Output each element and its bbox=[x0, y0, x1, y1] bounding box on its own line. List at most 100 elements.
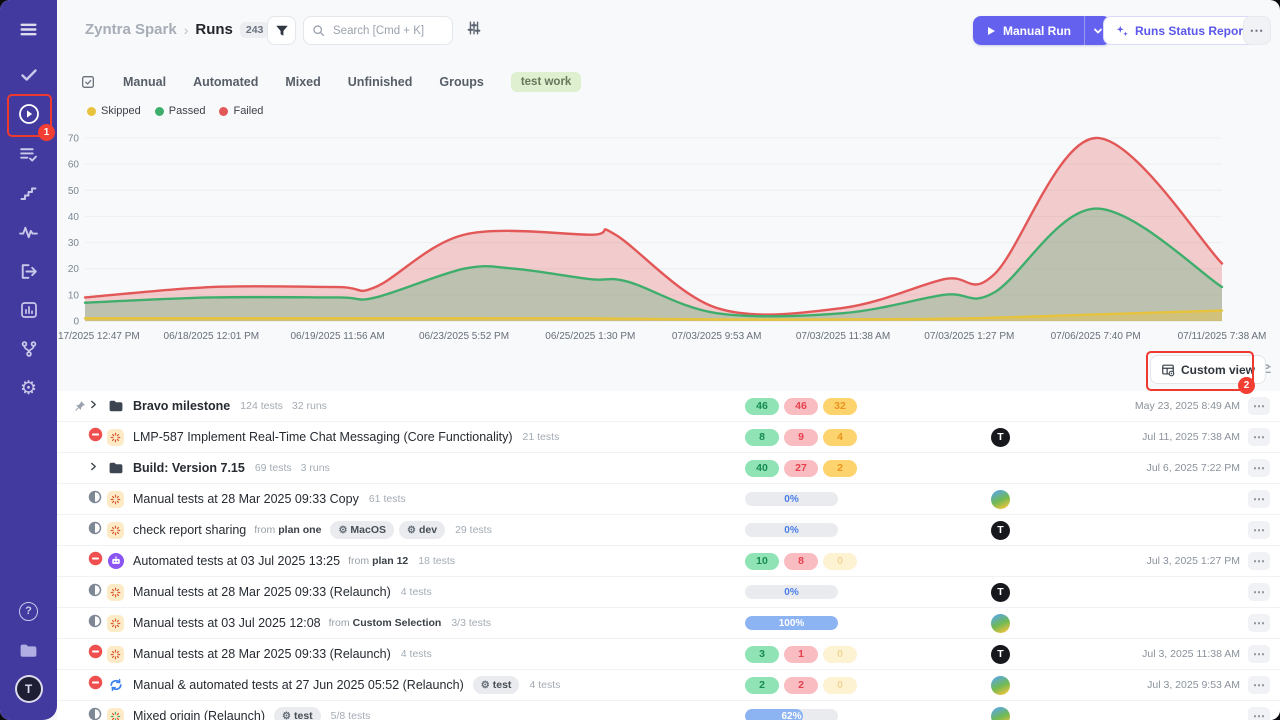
tab-manual[interactable]: Manual bbox=[123, 75, 167, 89]
row-more-button[interactable]: ⋯ bbox=[1248, 490, 1270, 508]
assignee-avatar: T bbox=[991, 582, 1010, 602]
workspace-avatar[interactable]: T bbox=[16, 676, 42, 702]
manual-run-button[interactable]: Manual Run bbox=[973, 16, 1084, 45]
sidebar-item-reports-chart-icon[interactable] bbox=[16, 297, 42, 323]
table-row[interactable]: Mixed origin (Relaunch) ⚙ test 5/8 tests … bbox=[57, 701, 1280, 720]
failed-count-badge: 9 bbox=[784, 428, 818, 446]
clipboard-check-icon[interactable] bbox=[80, 74, 96, 90]
sidebar-item-defects[interactable] bbox=[16, 219, 42, 245]
passed-count-badge: 40 bbox=[745, 459, 779, 477]
config-badge: ⚙ MacOS bbox=[330, 521, 395, 539]
run-name[interactable]: LMP-587 Implement Real-Time Chat Messagi… bbox=[133, 430, 513, 444]
run-name[interactable]: Automated tests at 03 Jul 2025 13:25 bbox=[133, 554, 341, 568]
passed-count-badge: 3 bbox=[745, 645, 779, 663]
table-row[interactable]: Manual tests at 28 Mar 2025 09:33 Copy 6… bbox=[57, 484, 1280, 515]
adjust-filters-icon[interactable] bbox=[466, 20, 482, 41]
runs-status-report-button[interactable]: Runs Status Report bbox=[1103, 16, 1260, 45]
table-row[interactable]: Manual tests at 28 Mar 2025 09:33 (Relau… bbox=[57, 639, 1280, 670]
row-more-button[interactable]: ⋯ bbox=[1248, 552, 1270, 570]
projects-folder-icon[interactable] bbox=[16, 637, 42, 663]
status-aborted-icon bbox=[88, 551, 103, 571]
hamburger-menu-icon[interactable] bbox=[16, 16, 42, 42]
result-badges: 8 9 4 bbox=[745, 428, 857, 446]
expand-chevron-icon[interactable] bbox=[88, 459, 99, 477]
table-row[interactable]: Automated tests at 03 Jul 2025 13:25 fro… bbox=[57, 546, 1280, 577]
skipped-count-badge: 0 bbox=[823, 552, 857, 570]
run-name[interactable]: Mixed origin (Relaunch) bbox=[133, 709, 266, 720]
main-content: Zyntra Spark › Runs 243 Manual Run bbox=[57, 0, 1280, 720]
sidebar-item-test-cases[interactable] bbox=[16, 62, 42, 88]
legend-item-failed[interactable]: Failed bbox=[219, 105, 263, 117]
run-name[interactable]: Manual tests at 03 Jul 2025 12:08 bbox=[133, 616, 321, 630]
result-badges: 40 27 2 bbox=[745, 459, 857, 477]
run-name[interactable]: check report sharing bbox=[133, 523, 247, 537]
run-name[interactable]: Bravo milestone bbox=[133, 399, 231, 413]
tab-mixed[interactable]: Mixed bbox=[285, 75, 321, 89]
skipped-count-badge: 0 bbox=[823, 645, 857, 663]
run-name[interactable]: Manual tests at 28 Mar 2025 09:33 Copy bbox=[133, 492, 359, 506]
run-meta: 69 tests 3 runs bbox=[254, 462, 330, 474]
x-axis-label: 07/03/2025 1:27 PM bbox=[924, 331, 1015, 342]
table-row[interactable]: Bravo milestone 124 tests 32 runs 46 46 3… bbox=[57, 391, 1280, 422]
table-row[interactable]: Build: Version 7.15 69 tests 3 runs 40 27… bbox=[57, 453, 1280, 484]
search-box[interactable] bbox=[303, 16, 453, 45]
run-type-icon bbox=[107, 398, 124, 415]
run-name[interactable]: Build: Version 7.15 bbox=[133, 461, 245, 475]
sidebar-item-runs[interactable] bbox=[16, 101, 42, 127]
help-icon[interactable]: ? bbox=[16, 598, 42, 624]
sidebar-item-import-icon[interactable] bbox=[16, 258, 42, 284]
row-more-button[interactable]: ⋯ bbox=[1248, 676, 1270, 694]
tab-automated[interactable]: Automated bbox=[193, 75, 259, 89]
sidebar-item-settings-gear-icon[interactable]: ⚙ bbox=[19, 377, 38, 399]
run-type-icon bbox=[107, 521, 124, 539]
table-row[interactable]: Manual & automated tests at 27 Jun 2025 … bbox=[57, 670, 1280, 701]
config-badges: ⚙ test bbox=[274, 707, 321, 720]
tab-groups[interactable]: Groups bbox=[439, 75, 484, 89]
run-source: from plan one bbox=[254, 524, 322, 536]
table-row[interactable]: LMP-587 Implement Real-Time Chat Messagi… bbox=[57, 422, 1280, 453]
run-name[interactable]: Manual tests at 28 Mar 2025 09:33 (Relau… bbox=[133, 647, 391, 661]
breadcrumb-project[interactable]: Zyntra Spark bbox=[85, 21, 177, 38]
tab-unfinished[interactable]: Unfinished bbox=[347, 75, 413, 89]
result-badges: 3 1 0 bbox=[745, 645, 857, 663]
table-row[interactable]: Manual tests at 03 Jul 2025 12:08 from Cu… bbox=[57, 608, 1280, 639]
row-more-button[interactable]: ⋯ bbox=[1248, 645, 1270, 663]
header-more-button[interactable]: ⋯ bbox=[1243, 16, 1271, 45]
row-more-button[interactable]: ⋯ bbox=[1248, 583, 1270, 601]
run-name[interactable]: Manual & automated tests at 27 Jun 2025 … bbox=[133, 678, 464, 692]
expand-chevron-icon[interactable] bbox=[88, 397, 99, 415]
run-type-icon bbox=[107, 428, 124, 446]
table-row[interactable]: check report sharing from plan one ⚙ MacOS… bbox=[57, 515, 1280, 546]
legend-item-passed[interactable]: Passed bbox=[154, 105, 205, 117]
row-more-button[interactable]: ⋯ bbox=[1248, 428, 1270, 446]
run-meta: 5/8 tests bbox=[330, 710, 371, 720]
search-input[interactable] bbox=[331, 23, 444, 38]
chart-x-axis-labels: 17/2025 12:47 PM 06/18/2025 12:01 PM 06/19… bbox=[57, 331, 1280, 345]
run-name[interactable]: Manual tests at 28 Mar 2025 09:33 (Relau… bbox=[133, 585, 391, 599]
filter-button[interactable] bbox=[267, 16, 296, 45]
row-leading-slot bbox=[88, 459, 106, 477]
run-meta: 21 tests bbox=[522, 431, 560, 443]
sparkles-icon bbox=[1116, 25, 1128, 36]
status-aborted-icon bbox=[88, 427, 103, 447]
row-more-button[interactable]: ⋯ bbox=[1248, 459, 1270, 477]
play-icon bbox=[988, 26, 995, 35]
filter-tag-test-work[interactable]: test work bbox=[510, 72, 582, 92]
table-row[interactable]: Manual tests at 28 Mar 2025 09:33 (Relau… bbox=[57, 577, 1280, 608]
sidebar-item-milestones[interactable] bbox=[16, 180, 42, 206]
row-more-button[interactable]: ⋯ bbox=[1248, 614, 1270, 632]
sidebar-item-test-plans[interactable] bbox=[16, 141, 42, 167]
row-more-button[interactable]: ⋯ bbox=[1248, 521, 1270, 539]
gear-icon: ⚙ bbox=[282, 710, 291, 720]
run-source: from plan 12 bbox=[348, 555, 409, 567]
run-meta: 124 tests 32 runs bbox=[240, 400, 327, 412]
failed-count-badge: 8 bbox=[784, 552, 818, 570]
legend-item-skipped[interactable]: Skipped bbox=[87, 105, 141, 117]
config-badge: ⚙ dev bbox=[399, 521, 446, 539]
row-more-button[interactable]: ⋯ bbox=[1248, 397, 1270, 415]
sidebar-item-branch-icon[interactable] bbox=[16, 336, 42, 362]
row-leading-slot bbox=[88, 707, 106, 720]
row-more-button[interactable]: ⋯ bbox=[1248, 707, 1270, 720]
row-leading-slot bbox=[88, 614, 106, 633]
progress-label: 100% bbox=[778, 617, 805, 629]
